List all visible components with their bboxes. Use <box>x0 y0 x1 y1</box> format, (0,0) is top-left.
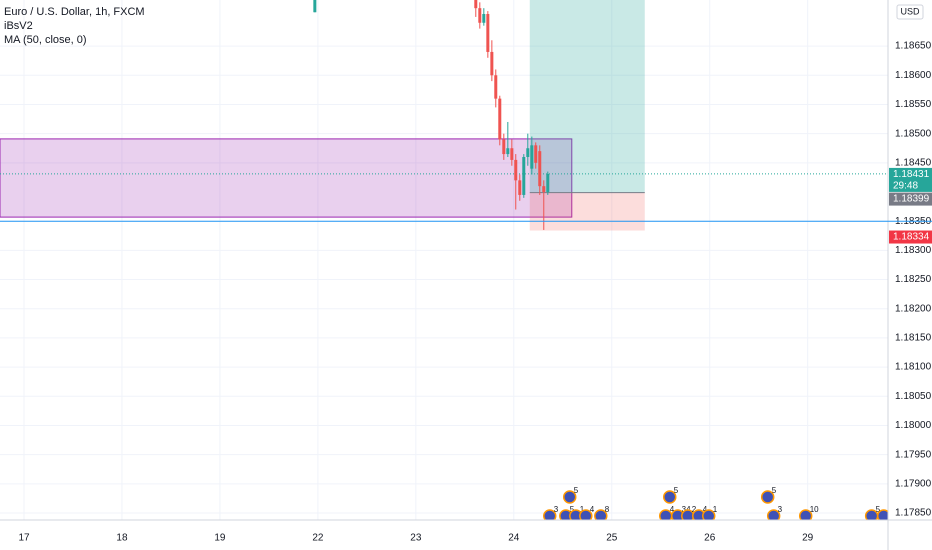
y-tick-label: 1.18450 <box>895 157 932 168</box>
y-tick-label: 1.18000 <box>895 420 932 431</box>
candle-body <box>474 0 478 9</box>
candle-body <box>502 139 506 155</box>
zone-box <box>0 138 573 218</box>
indicator-label: iBsV2 <box>4 20 33 32</box>
candle-body <box>526 148 530 157</box>
candle-body <box>478 8 482 23</box>
event-count: 5 <box>574 486 579 495</box>
price-label: 1.18399 <box>893 194 930 205</box>
event-icon <box>766 509 781 520</box>
event-count: 3 <box>778 505 783 514</box>
event-count: 5 <box>876 505 881 514</box>
candle-body <box>534 145 538 163</box>
event-icon <box>579 509 593 520</box>
event-count: 8 <box>605 505 610 514</box>
candle-body <box>546 173 550 193</box>
price-label: 1.18334 <box>893 232 930 243</box>
event-count: 1 <box>580 505 585 514</box>
y-tick-label: 1.18150 <box>895 333 932 344</box>
x-tick-label: 24 <box>508 533 520 544</box>
event-count: 5 <box>570 505 575 514</box>
x-tick-label: 19 <box>214 533 226 544</box>
y-tick-label: 1.18600 <box>895 70 932 81</box>
price-label-box <box>889 230 932 244</box>
event-count: 4 <box>703 505 708 514</box>
currency[interactable]: USD <box>900 6 920 16</box>
x-tick-label: 22 <box>312 533 324 544</box>
y-tick-label: 1.18250 <box>895 274 932 285</box>
candle-body <box>518 180 522 195</box>
event-icon <box>662 490 677 504</box>
candle-body <box>313 0 317 13</box>
event-icon <box>562 490 577 504</box>
currency-box[interactable] <box>896 4 924 20</box>
event-icon <box>701 509 716 520</box>
y-tick-label: 1.18200 <box>895 303 932 314</box>
event-icon <box>876 509 888 520</box>
event-icon <box>760 490 775 504</box>
y-tick-label: 1.17900 <box>895 478 932 489</box>
event-count: 10 <box>810 505 819 514</box>
candle-body <box>510 148 514 160</box>
x-tick-label: 23 <box>410 533 422 544</box>
x-tick-label: 25 <box>606 533 618 544</box>
candle-body <box>542 186 546 193</box>
y-tick-label: 1.18500 <box>895 128 932 139</box>
event-count: 3 <box>554 505 559 514</box>
event-count: 1 <box>713 505 718 514</box>
candle-body <box>506 148 510 155</box>
y-tick-label: 1.18300 <box>895 245 932 256</box>
candle-body <box>490 51 494 76</box>
price-label-box <box>889 167 932 192</box>
x-tick-label: 17 <box>18 533 30 544</box>
price-label-box <box>889 192 932 206</box>
x-tick-label: 26 <box>704 533 716 544</box>
event-count: 5 <box>772 486 777 495</box>
stop-zone <box>529 192 645 231</box>
event-icon <box>798 509 813 520</box>
candle-body <box>522 156 526 195</box>
countdown: 29:48 <box>893 181 918 192</box>
candle-body <box>514 159 518 181</box>
y-tick-label: 1.18050 <box>895 391 932 402</box>
plot-area: 5553514843424131055 <box>0 0 888 520</box>
x-tick-label: 18 <box>116 533 128 544</box>
candle-body <box>498 98 502 140</box>
indicator-label: MA (50, close, 0) <box>4 34 87 46</box>
y-tick-label: 1.17850 <box>895 508 932 519</box>
candle-body <box>482 14 486 23</box>
event-count: 4 <box>590 505 595 514</box>
candle-body <box>486 14 490 52</box>
event-count: 2 <box>692 505 697 514</box>
candle-body <box>530 145 534 169</box>
y-tick-label: 1.17950 <box>895 449 932 460</box>
event-count: 5 <box>674 486 679 495</box>
event-icon <box>542 509 557 520</box>
y-tick-label: 1.18650 <box>895 41 932 52</box>
candle-body <box>538 151 542 187</box>
event-count: 4 <box>670 505 675 514</box>
target-zone <box>529 0 645 193</box>
event-icon <box>594 509 608 520</box>
candle-body <box>494 75 498 99</box>
x-tick-label: 29 <box>802 533 814 544</box>
y-tick-label: 1.18550 <box>895 99 932 110</box>
price-label: 1.18431 <box>893 169 930 180</box>
y-tick-label: 1.18100 <box>895 362 932 373</box>
chart-title: Euro / U.S. Dollar, 1h, FXCM <box>4 6 145 18</box>
